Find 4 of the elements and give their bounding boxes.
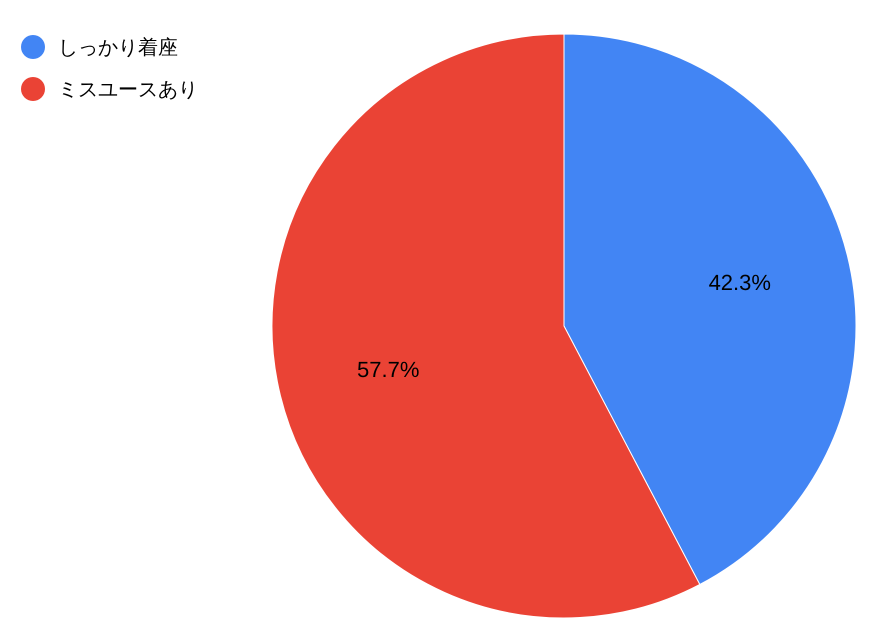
data-label: 42.3%	[708, 270, 771, 296]
legend-label: しっかり着座	[58, 34, 178, 60]
data-label: 57.7%	[357, 356, 420, 382]
legend-label: ミスユースあり	[58, 76, 198, 102]
